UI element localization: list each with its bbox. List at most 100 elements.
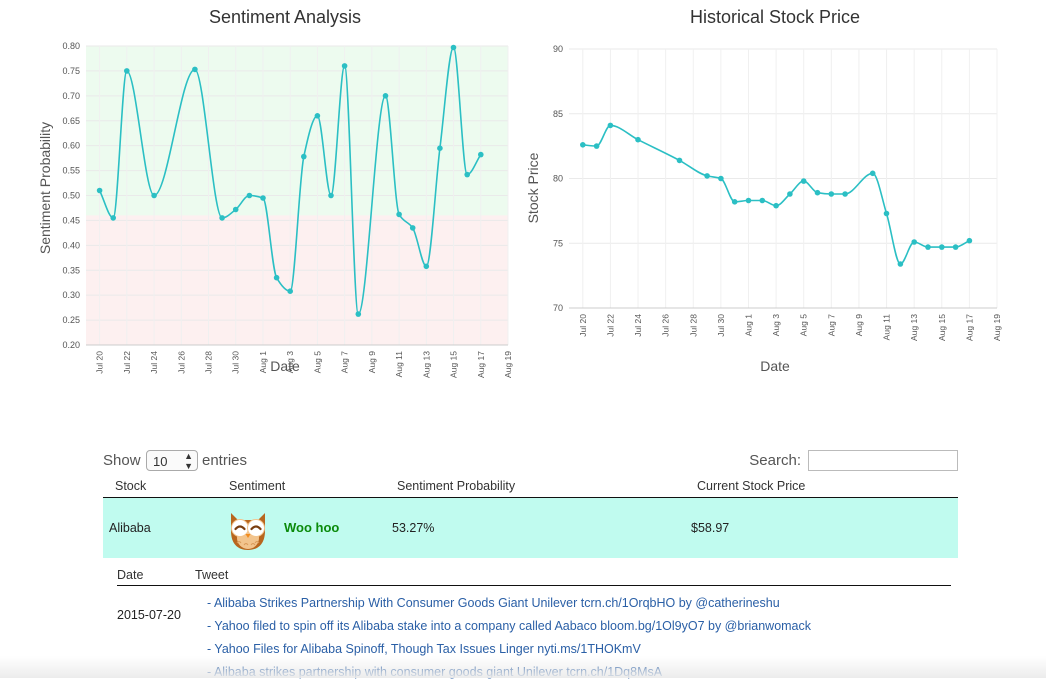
x-tick-label: Aug 5: [799, 314, 809, 336]
stock-name: Alibaba: [109, 521, 151, 535]
x-tick-label: Aug 1: [743, 314, 753, 336]
data-point: [593, 143, 600, 149]
x-tick-label: Jul 30: [716, 314, 726, 337]
table-controls: Show 10 ▲ ▼ entries Search:: [103, 450, 958, 474]
column-header-probability[interactable]: Sentiment Probability: [397, 479, 516, 493]
data-point: [355, 311, 362, 317]
x-tick-label: Aug 9: [367, 351, 377, 373]
x-tick-label: Aug 7: [826, 314, 836, 336]
tweet-link[interactable]: - Alibaba strikes partnership with consu…: [207, 665, 663, 679]
tweet-list: - Alibaba Strikes Partnership With Consu…: [207, 596, 811, 688]
data-point: [260, 195, 266, 201]
search-label: Search:: [749, 452, 801, 469]
data-point: [842, 191, 848, 197]
data-point: [219, 215, 225, 221]
x-tick-label: Jul 26: [176, 351, 186, 374]
show-label: Show: [103, 452, 141, 469]
data-point: [382, 93, 389, 99]
data-point: [287, 288, 294, 295]
y-tick-label: 85: [553, 109, 563, 119]
column-header-date: Date: [117, 568, 144, 582]
data-point: [883, 210, 890, 217]
x-tick-label: Aug 5: [312, 351, 322, 373]
x-tick-label: Aug 11: [394, 351, 404, 378]
x-tick-label: Jul 28: [204, 351, 214, 374]
x-tick-label: Jul 20: [95, 351, 105, 374]
y-tick-label: 0.55: [62, 166, 80, 176]
y-tick-label: 0.45: [62, 215, 80, 225]
y-axis-label: Sentiment Probability: [37, 122, 53, 254]
data-point: [328, 192, 334, 199]
data-point: [273, 274, 280, 281]
data-point: [423, 263, 430, 270]
tweet-link[interactable]: - Yahoo filed to spin off its Alibaba st…: [207, 619, 812, 633]
tweet-link[interactable]: - Yahoo Files for Alibaba Spinoff, Thoug…: [207, 642, 641, 656]
data-point: [814, 189, 821, 196]
y-tick-label: 0.80: [62, 41, 80, 51]
chart-title: Sentiment Analysis: [209, 7, 361, 27]
data-point: [232, 206, 239, 213]
data-point: [925, 244, 931, 250]
tweets-table-header: Date Tweet: [117, 566, 951, 586]
x-tick-label: Jul 24: [149, 351, 159, 374]
data-point: [800, 178, 807, 184]
entries-select[interactable]: 10 ▲ ▼: [146, 450, 198, 471]
data-point: [869, 170, 876, 177]
entries-label: entries: [202, 452, 248, 469]
y-tick-label: 0.65: [62, 116, 80, 126]
stock-table-header: Stock Sentiment Sentiment Probability Cu…: [103, 476, 958, 498]
chart-svg: 0.20 0.25 0.30 0.35 0.40 0.45 0.50 0.55 0.60 0.65…: [37, 7, 513, 378]
y-tick-label: 0.40: [62, 240, 80, 250]
x-tick-label: Jul 28: [688, 314, 698, 337]
data-point: [151, 192, 157, 199]
x-tick-label: Jul 26: [661, 314, 671, 337]
column-header-sentiment[interactable]: Sentiment: [229, 479, 286, 493]
data-point: [246, 192, 253, 199]
x-tick-label: Aug 1: [258, 351, 268, 373]
stock-price-chart: 70 75 80 85 90 Jul 20 Jul 22 Jul 24 Jul 26 Jul 28…: [520, 0, 1046, 390]
search-input[interactable]: [808, 450, 958, 471]
table-row[interactable]: Alibaba Woo hoo 53.27% $58.97: [103, 498, 958, 558]
y-tick-label: 0.20: [62, 340, 80, 350]
tweet-date: 2015-07-20: [117, 608, 181, 622]
data-point: [409, 225, 416, 231]
column-header-stock[interactable]: Stock: [115, 479, 147, 493]
column-header-tweet: Tweet: [195, 568, 229, 582]
x-tick-label: Aug 13: [909, 314, 919, 341]
chart-title: Historical Stock Price: [690, 7, 860, 27]
data-point: [939, 244, 945, 250]
data-point: [450, 44, 457, 51]
x-tick-label: Aug 17: [964, 314, 974, 341]
data-point: [341, 63, 348, 69]
column-header-price[interactable]: Current Stock Price: [697, 479, 806, 493]
x-tick-label: Aug 9: [854, 314, 864, 336]
data-point: [314, 113, 321, 119]
data-point: [787, 191, 793, 197]
owl-icon: [231, 513, 265, 550]
y-tick-label: 75: [553, 238, 563, 248]
current-stock-price: $58.97: [691, 521, 730, 535]
data-point: [580, 142, 586, 148]
x-tick-label: Jul 20: [578, 314, 588, 337]
y-tick-label: 80: [553, 174, 563, 184]
x-tick-label: Aug 17: [476, 351, 486, 378]
sort-arrows-icon: ▲ ▼: [184, 451, 193, 471]
data-point: [635, 136, 641, 143]
x-tick-label: Aug 3: [285, 351, 295, 373]
data-point: [773, 202, 779, 209]
y-tick-label: 0.50: [62, 191, 80, 201]
tweet-link[interactable]: - Alibaba Strikes Partnership With Consu…: [207, 596, 780, 610]
sentiment-probability: 53.27%: [392, 521, 435, 535]
sentiment-chart: 0.20 0.25 0.30 0.35 0.40 0.45 0.50 0.55 0.60 0.65…: [0, 0, 520, 390]
chart-band: [86, 46, 508, 216]
entries-value: 10: [153, 454, 168, 469]
x-tick-label: Aug 13: [421, 351, 431, 378]
data-point: [911, 239, 917, 245]
sentiment-label: Woo hoo: [284, 520, 340, 535]
data-point: [676, 157, 683, 164]
data-point: [718, 175, 724, 182]
x-tick-label: Aug 7: [340, 351, 350, 373]
x-tick-label: Aug 15: [449, 351, 459, 378]
data-point: [704, 173, 710, 179]
data-point: [464, 171, 471, 178]
